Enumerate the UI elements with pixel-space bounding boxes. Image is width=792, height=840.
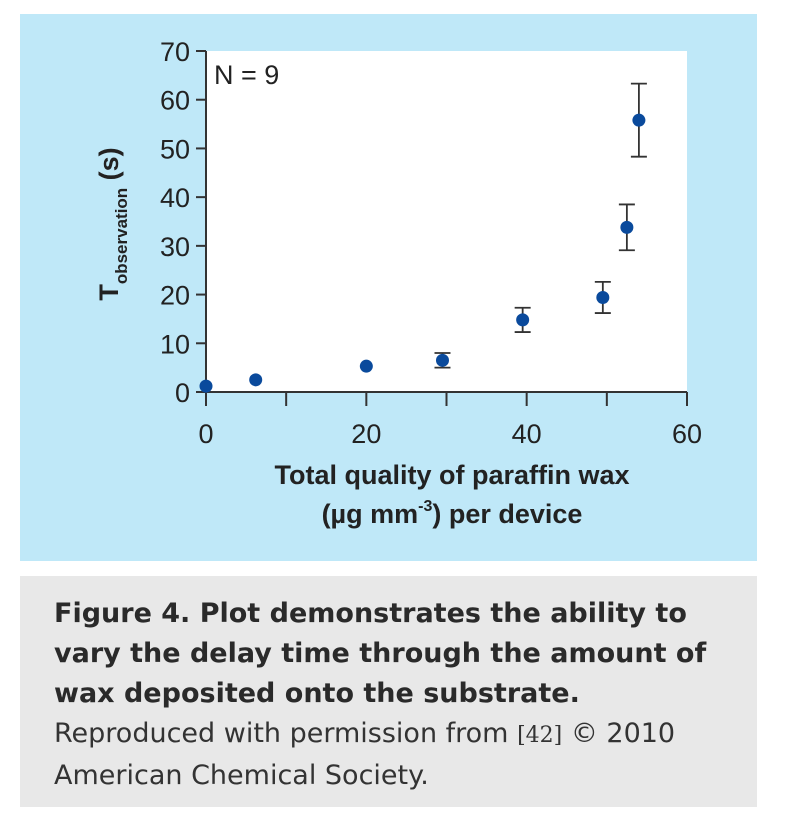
x-tick-label: 20	[351, 419, 381, 449]
credit-reference: [42]	[517, 723, 563, 748]
data-point	[620, 220, 634, 234]
y-axis-title: Tobservation (s)	[94, 147, 131, 300]
x-tick-label: 60	[672, 419, 702, 449]
y-axis-title-sub: observation	[112, 188, 131, 284]
n-annotation: N = 9	[214, 60, 279, 90]
caption-credit: Reproduced with permission from [42] © 2…	[54, 718, 676, 791]
data-point	[632, 113, 646, 127]
data-point	[516, 313, 530, 327]
svg-text:Tobservation (s): Tobservation (s)	[94, 147, 131, 300]
y-tick-label: 60	[160, 86, 190, 116]
data-point	[249, 373, 263, 387]
y-tick-label: 0	[175, 378, 190, 408]
x-axis-title-line1: Total quality of paraffin wax	[274, 460, 629, 490]
y-tick-label: 50	[160, 134, 190, 164]
figure-panel: 0 10 20 30 40 50 60 70 0 20 40 60 N = 9 Tobservatio…	[20, 14, 757, 561]
y-tick-label: 40	[160, 183, 190, 213]
y-tick-label: 20	[160, 281, 190, 311]
y-tick-label: 10	[160, 329, 190, 359]
scatter-chart: 0 10 20 30 40 50 60 70 0 20 40 60 N = 9 Tobservatio…	[94, 37, 702, 529]
data-point	[199, 379, 213, 393]
caption-title: Figure 4. Plot demonstrates the ability …	[54, 598, 707, 709]
data-point	[435, 353, 449, 367]
data-points	[199, 82, 647, 393]
y-tick-label: 30	[160, 232, 190, 262]
ticks: 0 10 20 30 40 50 60 70 0 20 40 60	[160, 37, 702, 449]
data-point	[596, 290, 610, 304]
x-axis-title-line2: (µg mm-3) per device	[322, 498, 583, 529]
data-point	[359, 359, 373, 373]
x-tick-label: 0	[198, 419, 213, 449]
plot-area	[206, 51, 687, 392]
figure-caption: Figure 4. Plot demonstrates the ability …	[20, 576, 757, 807]
y-tick-label: 70	[160, 37, 190, 67]
y-axis-title-main: T	[94, 284, 124, 301]
x-tick-label: 40	[512, 419, 542, 449]
y-axis-title-unit: (s)	[94, 147, 124, 188]
